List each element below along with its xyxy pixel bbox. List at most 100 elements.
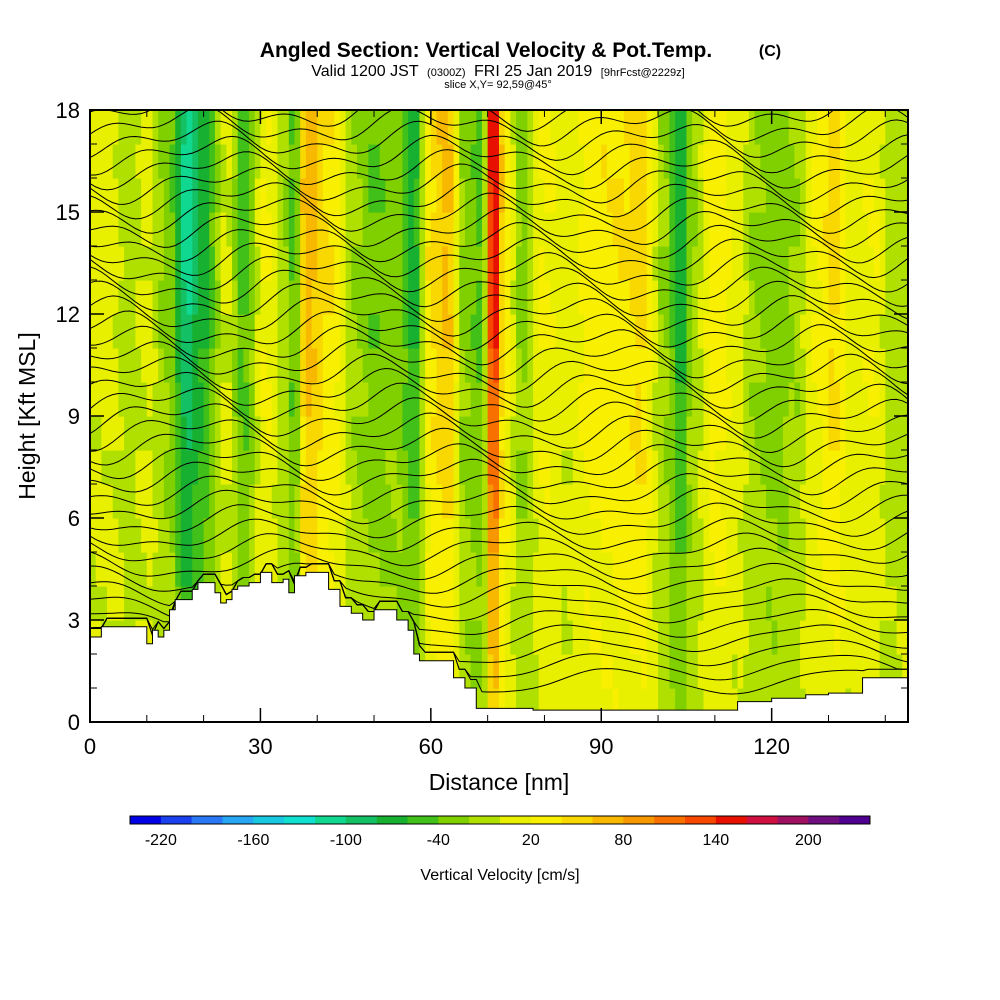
- velocity-cell: [135, 246, 142, 281]
- velocity-cell: [180, 450, 188, 485]
- velocity-cell: [862, 280, 869, 315]
- velocity-cell: [720, 518, 727, 553]
- velocity-cell: [555, 552, 563, 587]
- velocity-cell: [521, 382, 528, 417]
- velocity-cell: [493, 280, 500, 315]
- velocity-cell: [459, 382, 466, 417]
- velocity-cell: [430, 518, 438, 553]
- velocity-cell: [266, 280, 273, 315]
- velocity-cell: [510, 348, 517, 383]
- velocity-cell: [345, 552, 352, 587]
- velocity-cell: [175, 314, 182, 349]
- velocity-cell: [146, 620, 154, 655]
- velocity-cell: [300, 110, 307, 145]
- velocity-cell: [692, 450, 699, 485]
- velocity-cell: [163, 348, 171, 383]
- velocity-cell: [203, 450, 210, 485]
- velocity-cell: [464, 212, 472, 247]
- velocity-cell: [214, 382, 222, 417]
- velocity-cell: [419, 620, 426, 655]
- velocity-cell: [828, 178, 835, 213]
- velocity-cell: [544, 416, 551, 451]
- isentrope-line: [90, 397, 908, 439]
- velocity-cell: [499, 552, 506, 587]
- velocity-cell: [237, 518, 244, 553]
- velocity-cell: [550, 178, 557, 213]
- isentrope-line: [90, 134, 908, 176]
- velocity-cell: [209, 280, 216, 315]
- velocity-cell: [95, 382, 102, 417]
- velocity-cell: [288, 518, 296, 553]
- velocity-cell: [658, 144, 665, 179]
- velocity-cell: [589, 654, 597, 689]
- velocity-cell: [209, 314, 216, 349]
- velocity-cell: [629, 178, 636, 213]
- velocity-cell: [328, 212, 335, 247]
- velocity-cell: [118, 382, 125, 417]
- velocity-cell: [669, 518, 676, 553]
- velocity-cell: [822, 484, 830, 519]
- velocity-cell: [510, 382, 517, 417]
- velocity-cell: [658, 314, 665, 349]
- velocity-cell: [703, 416, 710, 451]
- chart-slice-info: slice X,Y= 92,59@45°: [444, 79, 552, 91]
- velocity-cell: [425, 178, 432, 213]
- velocity-cell: [743, 552, 750, 587]
- velocity-cell: [748, 382, 756, 417]
- velocity-cell: [612, 620, 619, 655]
- velocity-cell: [856, 620, 864, 655]
- velocity-cell: [487, 552, 494, 587]
- velocity-cell: [890, 586, 898, 621]
- velocity-cell: [623, 552, 631, 587]
- velocity-cell: [476, 552, 483, 587]
- velocity-cell: [658, 348, 665, 383]
- velocity-cell: [686, 416, 693, 451]
- velocity-cell: [311, 416, 318, 451]
- velocity-cell: [129, 246, 137, 281]
- velocity-cell: [419, 484, 426, 519]
- velocity-cell: [107, 280, 114, 315]
- velocity-cell: [203, 348, 210, 383]
- velocity-cell: [402, 518, 409, 553]
- velocity-cell: [669, 280, 676, 315]
- velocity-cell: [260, 246, 267, 281]
- velocity-cell: [743, 110, 750, 145]
- velocity-cell: [697, 178, 705, 213]
- velocity-cell: [635, 110, 642, 145]
- velocity-cell: [800, 348, 807, 383]
- velocity-cell: [720, 688, 727, 722]
- velocity-cell: [720, 450, 727, 485]
- velocity-cell: [873, 212, 881, 247]
- velocity-cell: [675, 212, 682, 247]
- velocity-cell: [413, 348, 421, 383]
- velocity-cell: [311, 518, 318, 553]
- velocity-cell: [771, 586, 778, 621]
- velocity-cell: [777, 348, 784, 383]
- velocity-cell: [828, 552, 835, 587]
- velocity-cell: [612, 450, 619, 485]
- velocity-cell: [817, 178, 824, 213]
- velocity-cell: [90, 246, 97, 281]
- velocity-cell: [516, 348, 523, 383]
- velocity-cell: [402, 484, 409, 519]
- velocity-cell: [788, 110, 795, 145]
- velocity-cell: [527, 212, 534, 247]
- velocity-cell: [629, 450, 636, 485]
- colorbar-tick-label: -220: [145, 832, 177, 849]
- velocity-cell: [822, 110, 830, 145]
- velocity-cell: [817, 314, 824, 349]
- velocity-cell: [629, 382, 636, 417]
- velocity-cell: [777, 110, 784, 145]
- velocity-cell: [896, 450, 903, 485]
- velocity-cell: [169, 552, 176, 587]
- velocity-cell: [101, 314, 108, 349]
- subtitle-date: FRI 25 Jan 2019: [474, 63, 592, 80]
- velocity-cell: [794, 484, 801, 519]
- velocity-cell: [646, 654, 653, 689]
- velocity-cell: [419, 314, 426, 349]
- velocity-cell: [669, 144, 676, 179]
- velocity-cell: [817, 450, 824, 485]
- velocity-cell: [356, 450, 364, 485]
- isentrope-line: [90, 443, 908, 482]
- velocity-cell: [328, 314, 335, 349]
